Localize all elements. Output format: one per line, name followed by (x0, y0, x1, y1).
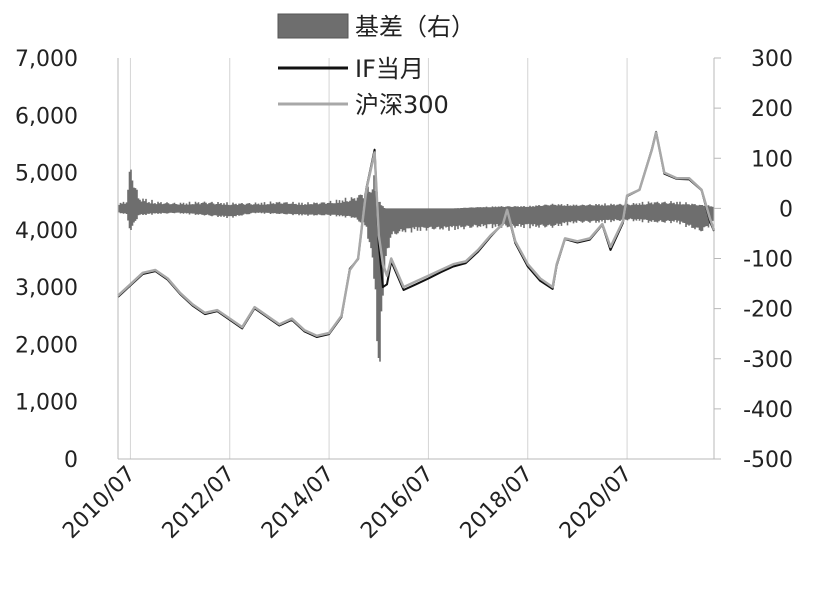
vertical-gridlines (129, 58, 628, 459)
y-right-tick-label: -400 (743, 398, 793, 423)
axes (117, 57, 721, 460)
y-left-tick-label: 1,000 (15, 391, 78, 416)
y-left-tick-label: 2,000 (15, 333, 78, 358)
y-right-tick-label: 100 (751, 147, 793, 172)
y-right-tick-label: 200 (751, 97, 793, 122)
x-tick-label: 2020/07 (555, 462, 637, 544)
y-left-tick-label: 5,000 (15, 162, 78, 187)
y-right-tick-label: -100 (743, 248, 793, 273)
x-tick-label: 2014/07 (257, 462, 339, 544)
y-right-tick-label: -300 (743, 348, 793, 373)
y-left-tick-label: 4,000 (15, 219, 78, 244)
y-left-tick-label: 3,000 (15, 276, 78, 301)
index-lines (117, 130, 716, 338)
legend-csi300-label: 沪深300 (355, 91, 449, 119)
x-tick-label: 2016/07 (356, 462, 438, 544)
y-left-tick-label: 0 (64, 448, 78, 473)
y-right-tick-label: -200 (743, 298, 793, 323)
tick-labels: 7,000 6,000 5,000 4,000 3,000 2,000 1,000 0 300 2… (15, 47, 793, 544)
x-tick-label: 2010/07 (58, 462, 140, 544)
y-right-tick-label: -500 (743, 448, 793, 473)
y-left-tick-label: 6,000 (15, 104, 78, 129)
y-left-tick-label: 7,000 (15, 47, 78, 72)
series-csi300-line (117, 131, 716, 338)
legend-if-month-label: IF当月 (355, 55, 424, 83)
y-right-tick-label: 0 (779, 197, 793, 222)
legend-basis-swatch (277, 13, 349, 39)
x-tick-label: 2012/07 (158, 462, 240, 544)
x-tick-label: 2018/07 (456, 462, 538, 544)
legend-basis-label: 基差（右） (355, 13, 475, 41)
basis-bars (118, 169, 714, 362)
y-right-tick-label: 300 (751, 47, 793, 72)
series-if-month-line (117, 130, 715, 338)
basis-series (118, 169, 714, 362)
